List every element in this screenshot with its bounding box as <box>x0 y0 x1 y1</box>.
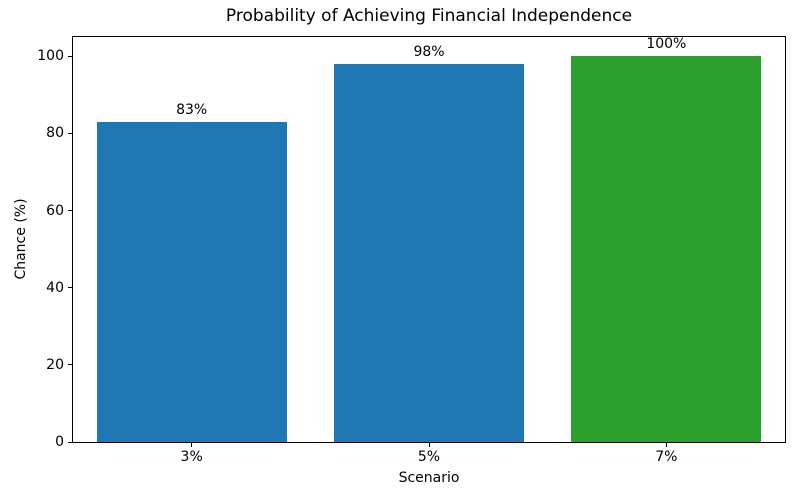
bar-7% <box>571 56 762 442</box>
y-tick-mark <box>68 132 73 134</box>
y-tick-mark <box>68 441 73 443</box>
x-tick-label: 5% <box>417 449 441 465</box>
y-tick-label: 60 <box>46 202 64 219</box>
y-axis-label: Chance (%) <box>13 198 29 280</box>
y-tick-label: 0 <box>55 434 64 450</box>
bar-value-label: 100% <box>646 36 687 53</box>
x-tick-mark <box>428 442 430 447</box>
y-tick-mark <box>68 287 73 289</box>
bar-value-label: 98% <box>413 44 445 60</box>
x-tick-label: 7% <box>655 449 678 465</box>
bar-value-label: 83% <box>176 101 208 118</box>
plot-area: 0 20 40 60 80 100 83% 3% 98% 5% 100% 7% <box>37 36 786 465</box>
chart-title: Probability of Achieving Financial Indep… <box>225 6 633 26</box>
y-tick-label: 40 <box>46 279 64 296</box>
y-tick-mark <box>68 55 73 57</box>
y-tick-label: 20 <box>46 356 64 373</box>
y-tick-label: 100 <box>37 48 64 65</box>
bar-3% <box>96 121 287 442</box>
y-tick-label: 80 <box>46 125 64 142</box>
bar-5% <box>334 64 524 442</box>
x-tick-mark <box>665 442 667 447</box>
x-axis-label: Scenario <box>398 470 460 486</box>
x-tick-mark <box>191 442 193 447</box>
x-tick-label: 3% <box>180 449 203 465</box>
y-tick-mark <box>68 364 73 366</box>
y-tick-mark <box>68 210 73 212</box>
